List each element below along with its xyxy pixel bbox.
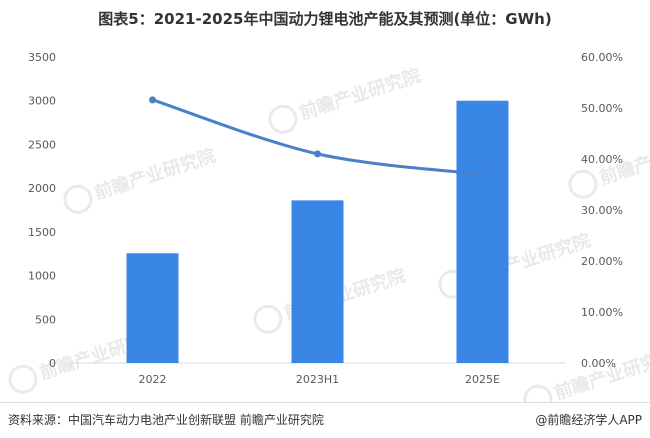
bar-series bbox=[126, 100, 509, 363]
line-series bbox=[149, 96, 484, 176]
watermark-logo-icon bbox=[8, 364, 38, 394]
x-axis: 2022 2023H1 2025E bbox=[139, 373, 501, 386]
x-tick-label: 2023H1 bbox=[296, 373, 339, 386]
watermark-text: 前瞻产业研究院 bbox=[297, 64, 424, 124]
watermark: 前瞻产业研究院 bbox=[268, 64, 424, 134]
right-y-tick-label: 0.00% bbox=[581, 357, 616, 370]
line-point bbox=[149, 96, 156, 104]
left-y-tick-label: 2000 bbox=[28, 182, 56, 195]
chart-title: 图表5：2021-2025年中国动力锂电池产能及其预测(单位：GWh) bbox=[98, 10, 552, 28]
watermark-logo-icon bbox=[568, 169, 598, 199]
left-y-tick-label: 0 bbox=[49, 357, 56, 370]
watermark-text: 前瞻产业研究院 bbox=[92, 144, 219, 204]
left-y-tick-label: 3000 bbox=[28, 95, 56, 108]
bar bbox=[456, 100, 509, 363]
left-y-axis: 0 500 1000 1500 2000 2500 3000 3500 bbox=[28, 51, 56, 370]
x-tick-label: 2022 bbox=[139, 373, 167, 386]
left-y-tick-label: 3500 bbox=[28, 51, 56, 64]
watermark: 前瞻产业研究院 bbox=[63, 144, 219, 214]
left-y-tick-label: 500 bbox=[35, 313, 56, 326]
watermark-logo-icon bbox=[253, 304, 283, 334]
bar bbox=[126, 253, 179, 363]
right-y-tick-label: 60.00% bbox=[581, 51, 623, 64]
line-point bbox=[314, 150, 321, 158]
source-note: 资料来源：中国汽车动力电池产业创新联盟 前瞻产业研究院 bbox=[8, 413, 324, 427]
right-y-tick-label: 50.00% bbox=[581, 102, 623, 115]
chart-area: 前瞻产业研究院前瞻产业研究院前瞻产业研究院前瞻产业研究院前瞻产业研究院前瞻产业研… bbox=[8, 51, 650, 402]
watermark: 前瞻产业研究院 bbox=[523, 344, 650, 402]
right-y-tick-label: 20.00% bbox=[581, 255, 623, 268]
left-y-tick-label: 1500 bbox=[28, 226, 56, 239]
watermark-logo-icon bbox=[63, 184, 93, 214]
left-y-tick-label: 2500 bbox=[28, 138, 56, 151]
left-y-tick-label: 1000 bbox=[28, 270, 56, 283]
right-y-tick-label: 40.00% bbox=[581, 153, 623, 166]
right-y-tick-label: 30.00% bbox=[581, 204, 623, 217]
watermark-text: 前瞻产业研究院 bbox=[552, 344, 650, 402]
brand-label: @前瞻经济学人APP bbox=[535, 413, 642, 427]
right-y-tick-label: 10.00% bbox=[581, 306, 623, 319]
watermark-logo-icon bbox=[523, 384, 553, 402]
right-y-axis: 0.00% 10.00% 20.00% 30.00% 40.00% 50.00% 60.00… bbox=[581, 51, 623, 370]
watermark-logo-icon bbox=[268, 104, 298, 134]
footer: 资料来源：中国汽车动力电池产业创新联盟 前瞻产业研究院 @前瞻经济学人APP bbox=[0, 402, 650, 436]
x-tick-label: 2025E bbox=[465, 373, 500, 386]
bar bbox=[291, 200, 344, 363]
